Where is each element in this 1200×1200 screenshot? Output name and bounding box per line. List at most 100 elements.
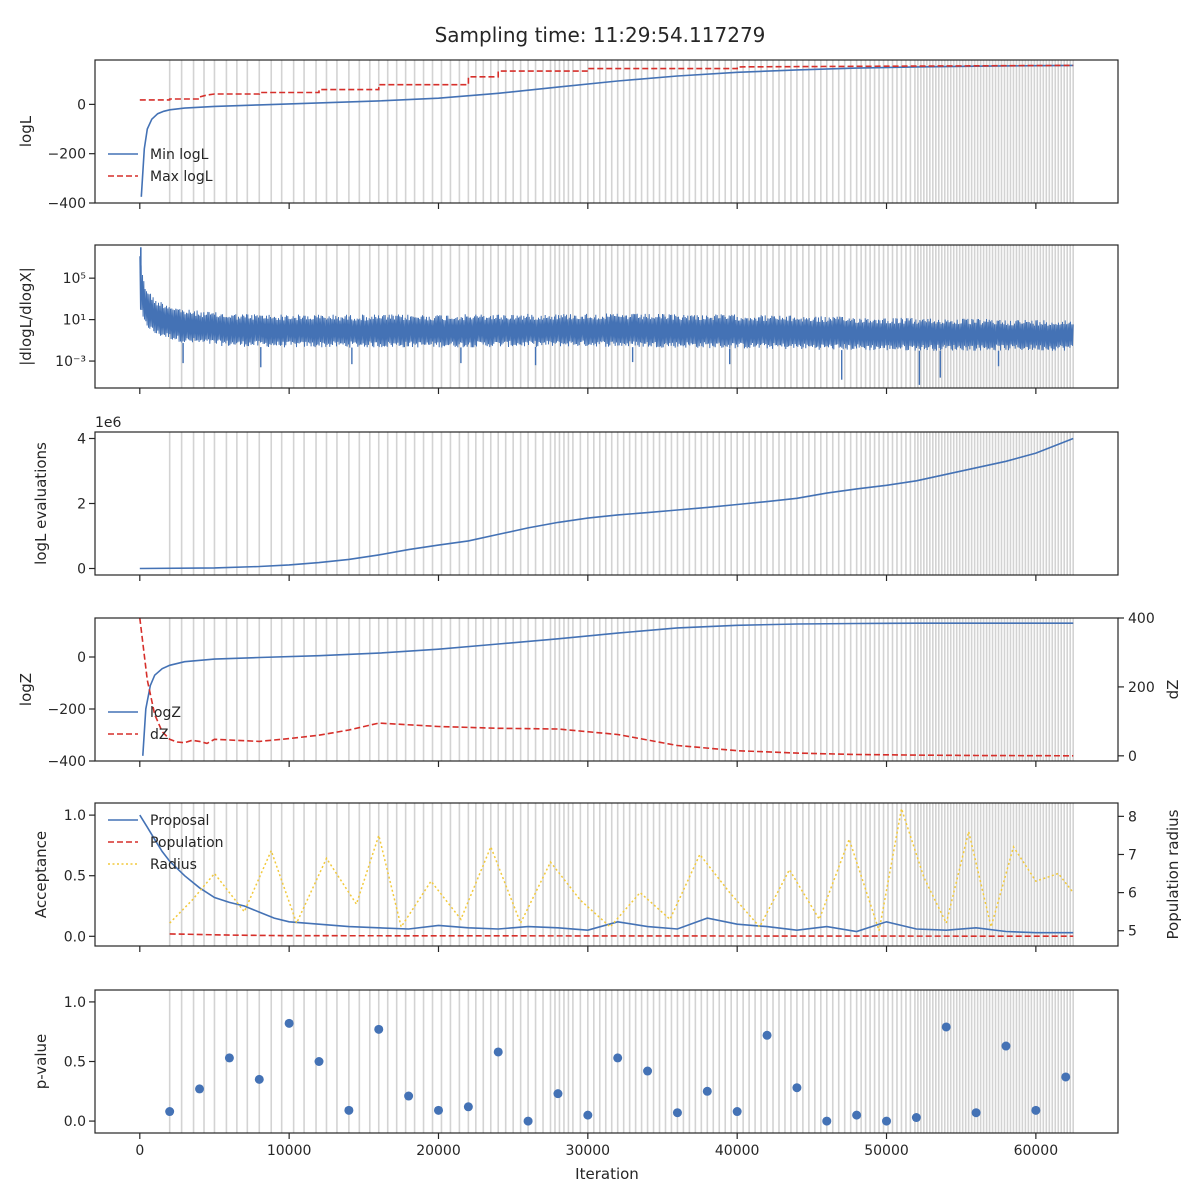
legend-label: Radius: [150, 857, 197, 873]
y-right-axis-label: Population radius: [1164, 809, 1182, 939]
panel-logZ: −400 −200 0 0 200 400 dZ logZ logZ dZ: [17, 611, 1182, 770]
y-right-axis-label: dZ: [1164, 680, 1182, 700]
y-offset-label: 1e6: [95, 415, 122, 431]
y-axis-label: logL: [17, 115, 35, 147]
x-tick-label: 0: [135, 1143, 144, 1159]
series-population: [169, 933, 1074, 937]
x-tick-label: 30000: [566, 1143, 611, 1159]
y-tick-label: 10¹: [63, 313, 86, 329]
y-right-tick-label: 7: [1128, 847, 1137, 863]
y-axis-label: |dlogL/dlogX|: [17, 267, 35, 366]
p-value-point: [254, 1074, 264, 1084]
figure-title: Sampling time: 11:29:54.117279: [435, 23, 766, 47]
legend: Min logL Max logL: [108, 147, 213, 185]
legend-label: logZ: [150, 705, 181, 721]
y-tick-label: 2: [77, 497, 86, 513]
axes-frame: [94, 244, 1119, 389]
legend-label: Proposal: [150, 813, 209, 829]
p-value-point: [971, 1108, 981, 1118]
panel-pvalue: 0 10000 20000 30000 40000 50000 60000 0.0 0.5 1.0…: [32, 989, 1119, 1159]
x-tick-label: 60000: [1014, 1143, 1059, 1159]
event-lines: [168, 60, 1074, 203]
legend: Proposal Population Radius: [108, 813, 224, 873]
y-tick-label: 10⁵: [63, 271, 86, 287]
y-right-tick-label: 8: [1128, 809, 1137, 825]
event-lines: [168, 803, 1074, 946]
dlogl-trace: [139, 256, 1074, 351]
p-value-point: [1061, 1072, 1071, 1082]
p-value-point: [344, 1105, 354, 1115]
y-axis-label: Acceptance: [32, 831, 50, 918]
p-value-point: [732, 1107, 742, 1117]
axes-frame: [94, 59, 1119, 204]
p-value-point: [822, 1116, 832, 1126]
p-value-point: [852, 1110, 862, 1120]
y-tick-label: −400: [48, 754, 86, 770]
p-value-point: [583, 1110, 593, 1120]
y-right-tick-label: 6: [1128, 886, 1137, 902]
y-tick-label: 0: [77, 97, 86, 113]
x-tick-label: 10000: [267, 1143, 312, 1159]
series-logl-evaluations-1e6-: [139, 437, 1074, 570]
p-value-point: [314, 1057, 324, 1066]
series-radius: [169, 808, 1074, 931]
p-value-point: [702, 1086, 712, 1096]
y-tick-label: 10⁻³: [55, 354, 86, 370]
y-tick-label: 0.0: [64, 1114, 86, 1130]
event-lines: [168, 432, 1074, 575]
p-value-point: [553, 1089, 563, 1099]
y-tick-label: 0.5: [64, 1055, 86, 1071]
y-tick-label: 0.5: [64, 869, 86, 885]
series-min-logl: [140, 64, 1074, 197]
p-value-point: [672, 1108, 682, 1118]
legend: logZ dZ: [108, 705, 181, 743]
legend-label: Population: [150, 835, 224, 851]
p-value-point: [941, 1022, 951, 1032]
event-lines: [168, 990, 1074, 1133]
p-value-point: [643, 1066, 653, 1076]
y-right-tick-label: 200: [1128, 680, 1155, 696]
legend-label: dZ: [150, 727, 168, 743]
panel-acceptance: 0.0 0.5 1.0 5 6 7 8 Population radius Acceptance…: [32, 802, 1182, 952]
y-tick-label: 0.0: [64, 929, 86, 945]
p-value-point: [523, 1116, 533, 1126]
p-value-point: [224, 1053, 234, 1063]
event-lines: [168, 618, 1074, 761]
p-value-point: [195, 1084, 205, 1094]
y-right-tick-label: 0: [1128, 749, 1137, 765]
y-tick-label: −200: [48, 147, 86, 163]
x-tick-label: 40000: [715, 1143, 760, 1159]
axes-frame: [94, 617, 1119, 762]
panels: −400 −200 0 logL Min logL Max logL 10⁻³ 10¹ 10⁵ |…: [17, 59, 1182, 1159]
p-value-point: [1001, 1041, 1011, 1051]
y-tick-label: 4: [77, 432, 86, 448]
y-right-tick-label: 400: [1128, 611, 1155, 627]
p-value-point: [493, 1047, 503, 1057]
p-value-point: [165, 1107, 175, 1117]
p-value-point: [433, 1105, 443, 1115]
y-tick-label: 1.0: [64, 995, 86, 1011]
p-value-point: [882, 1116, 892, 1126]
y-axis-label: logL evaluations: [32, 442, 50, 565]
y-axis-label: logZ: [17, 673, 35, 706]
y-tick-label: −400: [48, 196, 86, 212]
p-value-point: [792, 1083, 802, 1093]
p-value-point: [1031, 1105, 1041, 1115]
y-right-tick-label: 5: [1128, 924, 1137, 940]
x-tick-label: 50000: [864, 1143, 909, 1159]
legend-label: Min logL: [150, 147, 209, 163]
y-tick-label: −200: [48, 702, 86, 718]
series-logz: [142, 622, 1074, 756]
y-tick-label: 1.0: [64, 808, 86, 824]
p-value-point: [463, 1102, 473, 1112]
x-axis-label: Iteration: [575, 1165, 639, 1183]
p-value-point: [404, 1091, 414, 1101]
p-value-point: [911, 1113, 921, 1123]
y-tick-label: 0: [77, 562, 86, 578]
p-value-point: [284, 1018, 294, 1028]
event-lines: [168, 245, 1074, 388]
legend-label: Max logL: [150, 169, 213, 185]
panel-dlogL: 10⁻³ 10¹ 10⁵ |dlogL/dlogX|: [17, 244, 1119, 394]
series-proposal: [139, 814, 1074, 934]
y-tick-label: 0: [77, 650, 86, 666]
